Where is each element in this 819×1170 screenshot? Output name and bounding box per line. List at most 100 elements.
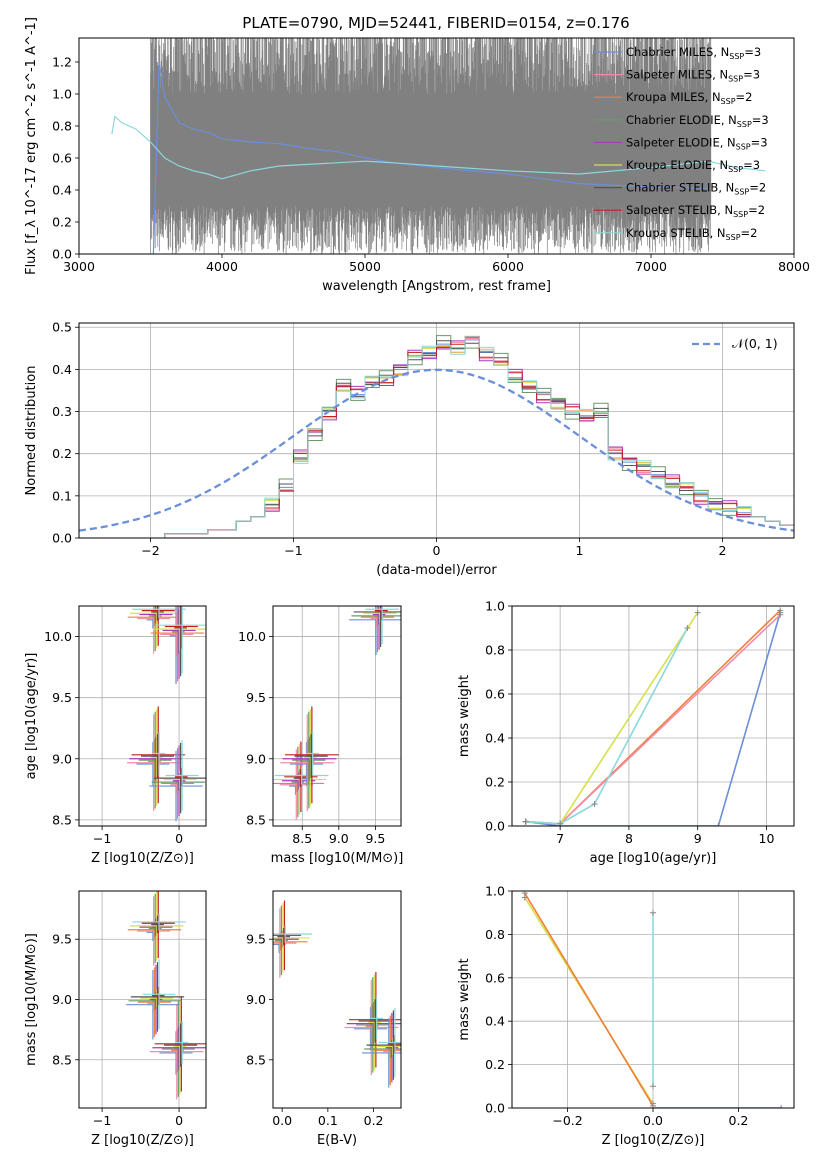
plot-area-age-vs-Z [79, 606, 206, 826]
chart-residuals: −2 −1 0 1 2 0.0 0.1 0.2 0.3 0.4 0.5 𝒩(0, 1) (data-mo… [24, 320, 795, 578]
y-tick-label: 0.2 [485, 1057, 505, 1072]
y-tick-label: 0.2 [52, 446, 72, 461]
y-axis-label: Flux [f_λ 10^-17 erg cm^-2 s^-1 A^-1] [24, 17, 39, 275]
x-tick-label: 8.5 [292, 831, 312, 846]
axes-frame [78, 322, 795, 539]
plot-area-age-vs-mass [273, 606, 401, 826]
mass-weight-line [525, 612, 781, 826]
x-tick-label: 4000 [206, 259, 238, 274]
x-tick-label: 0.0 [643, 1113, 663, 1128]
legend-entry: Chabrier ELODIE, NSSP=3 [626, 113, 769, 129]
axes-frame [78, 890, 207, 1109]
x-tick-label: 0 [433, 543, 441, 558]
axes-frame [511, 890, 795, 1109]
y-tick-label: 0.8 [52, 119, 72, 134]
y-tick-label: 9.0 [52, 992, 72, 1007]
legend-entry: Salpeter ELODIE, NSSP=3 [626, 135, 768, 151]
y-tick-label: 0.1 [52, 488, 72, 503]
y-tick-label: 0.4 [485, 1014, 505, 1029]
model-spectrum-line [152, 61, 709, 254]
x-tick-label: 5000 [349, 259, 381, 274]
data-point-marker [591, 801, 598, 807]
plot-area-mass-weight-vs-Z [512, 891, 794, 1108]
data-point-marker [684, 625, 691, 631]
legend-entry: Chabrier MILES, NSSP=3 [626, 45, 761, 61]
axes-frame [511, 605, 795, 827]
chart-age-vs-Z: −1 0 8.5 9.0 9.5 10.0 Z [log10(Z/Z⊙)] age [log1… [24, 605, 207, 866]
x-tick-label: 0.0 [272, 1113, 292, 1128]
y-tick-label: 9.5 [52, 690, 72, 705]
plot-area-mass-weight-vs-age [512, 606, 794, 826]
y-tick-label: 9.5 [246, 932, 266, 947]
y-tick-label: 8.5 [52, 1052, 72, 1067]
figure-title: PLATE=0790, MJD=52441, FIBERID=0154, z=0… [242, 14, 629, 32]
y-axis-label: Normed distribution [24, 366, 39, 496]
y-tick-label: 9.5 [52, 932, 72, 947]
x-tick-label: 3000 [63, 259, 95, 274]
y-tick-label: 0.4 [52, 362, 72, 377]
y-tick-label: 9.0 [246, 751, 266, 766]
axes-frame [78, 37, 795, 255]
x-tick-label: 9.0 [329, 831, 349, 846]
x-tick-label: 0.1 [318, 1113, 338, 1128]
observed-spectrum [150, 38, 712, 254]
x-axis-label: Z [log10(Z/Z⊙)] [602, 1133, 705, 1148]
y-tick-label: 0.8 [485, 643, 505, 658]
x-tick-label: 0 [175, 831, 183, 846]
y-tick-label: 0.2 [52, 215, 72, 230]
legend-entry: Kroupa ELODIE, NSSP=3 [626, 158, 760, 174]
y-tick-label: 0.6 [52, 151, 72, 166]
x-tick-label: 7 [556, 831, 564, 846]
y-axis-label: age [log10(age/yr)] [24, 653, 39, 780]
legend-entry: 𝒩(0, 1) [732, 336, 778, 351]
x-tick-label: −1 [93, 831, 111, 846]
plot-area-mass-vs-EBV [273, 900, 401, 1088]
y-tick-label: 10.0 [44, 629, 72, 644]
x-axis-label: (data-model)/error [376, 563, 497, 578]
y-tick-label: 0.6 [485, 687, 505, 702]
chart-mass-weight-vs-Z: −0.2 0.0 0.2 0.0 0.2 0.4 0.6 0.8 1.0 Z [log10(Z/Z… [457, 884, 795, 1148]
x-tick-label: −1 [284, 543, 302, 558]
data-point-marker [694, 609, 701, 616]
y-tick-label: 0.0 [485, 1101, 505, 1116]
y-tick-label: 0.3 [52, 404, 72, 419]
x-tick-label: 9 [694, 831, 702, 846]
x-axis-label: wavelength [Angstrom, rest frame] [322, 279, 551, 294]
chart-mass-weight-vs-age: 7 8 9 10 0.0 0.2 0.4 0.6 0.8 1.0 age [log10(age/yr… [457, 599, 795, 866]
legend-entry: Kroupa STELIB, NSSP=2 [626, 226, 757, 242]
data-point-marker [650, 909, 656, 916]
plot-area-spectrum [111, 38, 766, 254]
legend-entry: Kroupa MILES, NSSP=2 [626, 90, 752, 106]
y-tick-label: 0.0 [52, 531, 72, 546]
legend-entry: Chabrier STELIB, NSSP=2 [626, 181, 766, 197]
legend-entry: Salpeter MILES, NSSP=3 [626, 68, 760, 84]
y-tick-label: 1.2 [52, 55, 72, 70]
x-tick-label: 1 [576, 543, 584, 558]
data-point-marker [522, 818, 529, 825]
x-tick-label: 9.5 [365, 831, 385, 846]
x-axis-label: Z [log10(Z/Z⊙)] [91, 1133, 194, 1148]
plot-area-mass-vs-Z [79, 891, 206, 1108]
x-tick-label: 6000 [492, 259, 524, 274]
y-tick-label: 8.5 [246, 812, 266, 827]
y-tick-label: 1.0 [485, 884, 505, 899]
y-tick-label: 0.0 [52, 247, 72, 262]
y-tick-label: 0.8 [485, 927, 505, 942]
legend-entry: Salpeter STELIB, NSSP=2 [626, 203, 765, 219]
data-point-marker [650, 1083, 656, 1090]
x-tick-label: 7000 [635, 259, 667, 274]
y-tick-label: 1.0 [485, 599, 505, 614]
y-tick-label: 0.6 [485, 970, 505, 985]
mass-weight-line [525, 627, 689, 825]
x-tick-label: −1 [93, 1113, 111, 1128]
x-tick-label: 10 [759, 831, 775, 846]
y-axis-label: mass [log10(M/M⊙)] [24, 933, 39, 1066]
y-tick-label: 10.0 [238, 629, 266, 644]
data-point-marker [715, 823, 722, 826]
y-tick-label: 0.2 [485, 775, 505, 790]
y-axis-label: mass weight [457, 675, 472, 757]
x-axis-label: E(B-V) [317, 1133, 357, 1148]
plot-area-residuals [79, 323, 794, 538]
axes-frame [78, 605, 207, 827]
